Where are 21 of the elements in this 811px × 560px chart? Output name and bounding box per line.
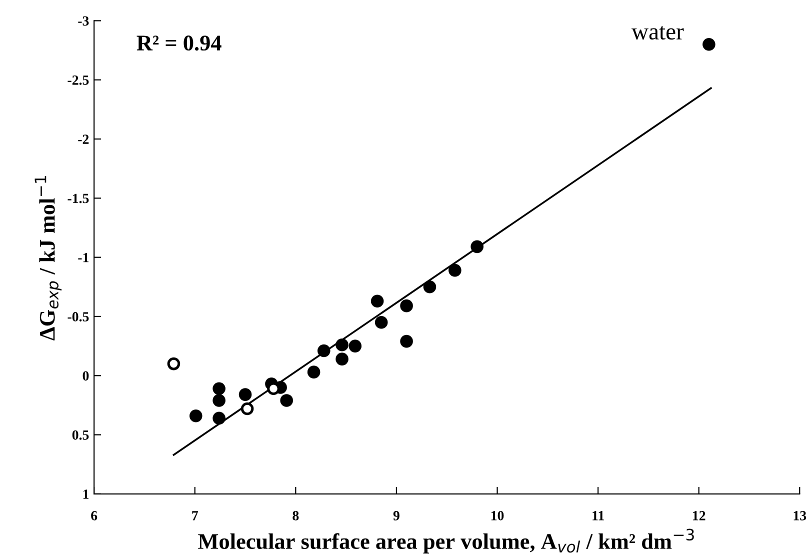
y-axis-title: ΔG$_{exp}$ / kJ mol$^{−1}$ [34,176,62,340]
x-tick-label: 8 [292,510,299,520]
x-axis-title: Molecular surface area per volume, A$_{vol}$ / km² dm$^{−3}$ [198,528,694,554]
x-tick-label: 10 [491,510,504,520]
x-tick-label: 9 [393,511,400,520]
y-tick-label: -1.5 [68,194,89,204]
y-tick-label: -2.5 [68,75,89,85]
annotation: R² = 0.94 [136,36,222,51]
y-tick-label: -3 [78,16,89,26]
y-tick-label: 0.5 [72,430,89,440]
x-tick-label: 12 [693,511,706,520]
x-tick-label: 6 [91,511,98,520]
y-tick-label: -0.5 [68,312,89,322]
y-tick-label: 1 [83,490,88,499]
y-tick-label: 0 [82,371,89,381]
x-tick-label: 7 [192,511,198,520]
x-tick-label: 11 [592,511,604,520]
x-tick-label: 13 [794,511,806,520]
annotation: water [632,26,684,40]
y-tick-label: -1 [78,252,88,262]
y-tick-label: -2 [78,134,89,144]
